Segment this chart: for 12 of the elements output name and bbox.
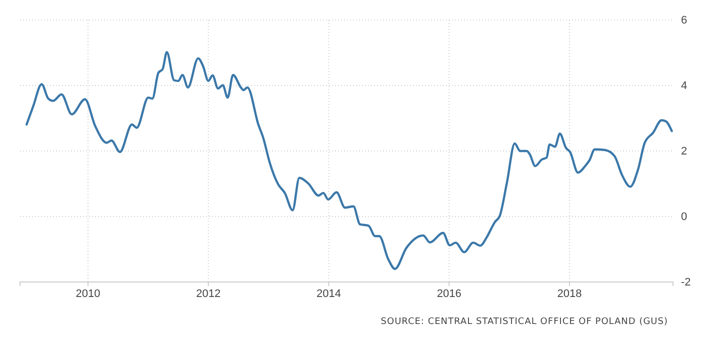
y-tick-label: -2 [681, 276, 691, 289]
source-note: SOURCE: CENTRAL STATISTICAL OFFICE OF POLAND (GUS) [380, 317, 668, 327]
x-tick-label: 2010 [76, 288, 100, 300]
y-tick-label: 0 [681, 211, 688, 224]
line-series [26, 50, 673, 270]
y-tick-label: 4 [681, 80, 688, 92]
y-tick-label: 6 [681, 14, 688, 27]
x-tick-label: 2016 [436, 288, 462, 300]
x-tick-label: 2014 [316, 288, 341, 300]
x-tick-label: 2018 [557, 288, 582, 300]
x-tick-label: 2012 [196, 288, 221, 300]
y-tick-label: 2 [681, 146, 688, 158]
